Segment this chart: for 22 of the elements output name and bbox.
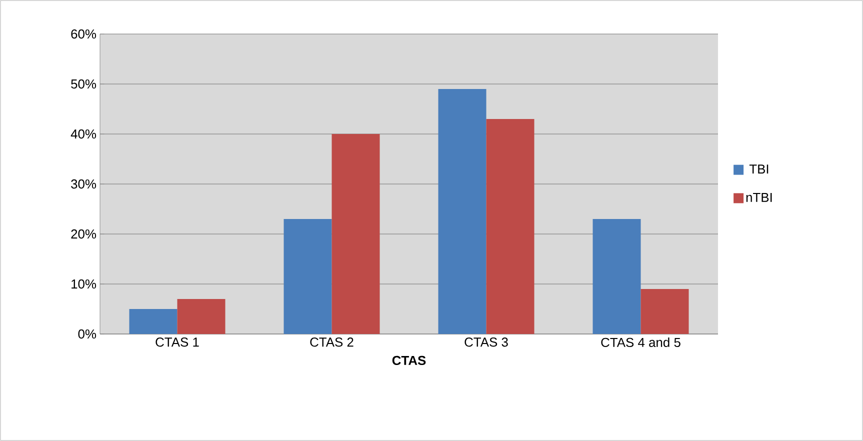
x-tick-label: CTAS 4 and 5 (601, 338, 680, 348)
legend-label: TBI (749, 164, 768, 174)
y-tick-label: 40% (70, 129, 96, 139)
bar (284, 219, 332, 334)
bar (332, 134, 380, 334)
y-tick-label: 50% (71, 79, 96, 89)
x-tick-label: CTAS 1 (156, 338, 199, 347)
bar (486, 119, 534, 334)
y-tick-label: 10% (72, 279, 96, 289)
y-tick-label: 20% (71, 229, 96, 239)
bar (177, 299, 226, 334)
x-tick-label: CTAS 2 (310, 338, 354, 347)
legend-label: nTBI (746, 193, 772, 202)
y-tick-label: 30% (71, 179, 96, 189)
x-tick-label: CTAS 3 (464, 338, 508, 347)
y-tick-label: 60% (71, 29, 96, 39)
y-tick-label: 0% (78, 329, 96, 339)
bar (438, 89, 486, 334)
x-axis-title: CTAS (392, 356, 426, 366)
bar (640, 289, 689, 334)
bar (129, 309, 178, 334)
bar (592, 219, 641, 334)
